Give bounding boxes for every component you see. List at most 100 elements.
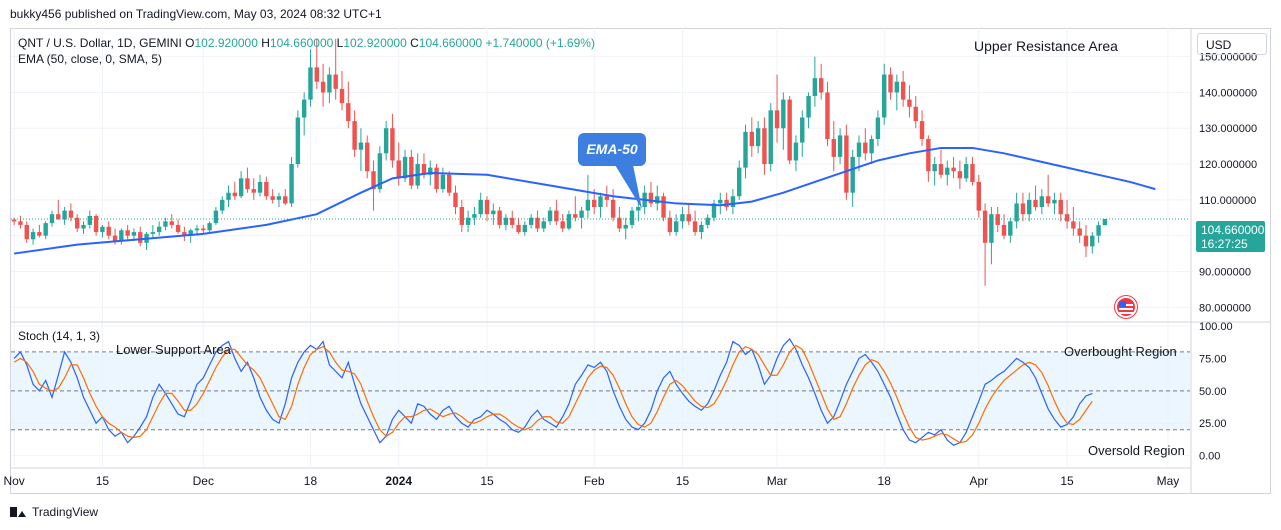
candle-body[interactable] [446, 174, 452, 193]
candle-body[interactable] [787, 99, 792, 161]
candle-body[interactable] [390, 128, 395, 161]
candle-body[interactable] [220, 199, 225, 211]
candle-body[interactable] [806, 96, 811, 118]
candle-body[interactable] [74, 217, 80, 229]
candle-body[interactable] [327, 74, 332, 93]
candle-body[interactable] [276, 196, 282, 200]
candle-body[interactable] [711, 203, 717, 218]
candle-body[interactable] [585, 199, 591, 211]
candle-body[interactable] [138, 232, 143, 243]
candle-body[interactable] [510, 217, 515, 225]
candle-body[interactable] [497, 210, 502, 225]
candle-body[interactable] [503, 217, 509, 225]
candle-body[interactable] [863, 142, 868, 154]
candle-body[interactable] [207, 223, 212, 231]
candle-body[interactable] [516, 224, 521, 233]
candle-body[interactable] [566, 214, 572, 229]
candle-body[interactable] [371, 171, 376, 190]
candle-body[interactable] [402, 156, 408, 179]
candle-body[interactable] [932, 164, 937, 172]
candle-body[interactable] [900, 81, 906, 100]
candle-body[interactable] [421, 164, 427, 175]
candle-body[interactable] [377, 153, 383, 190]
candle-body[interactable] [459, 207, 465, 225]
candle-body[interactable] [888, 74, 893, 93]
candle-body[interactable] [301, 99, 307, 118]
candle-body[interactable] [730, 196, 736, 208]
candle-body[interactable] [87, 215, 93, 225]
candle-body[interactable] [314, 67, 319, 82]
candle-body[interactable] [11, 219, 17, 222]
candle-body[interactable] [535, 217, 540, 229]
candle-body[interactable] [547, 210, 553, 222]
candle-body[interactable] [718, 199, 723, 204]
candle-body[interactable] [320, 81, 326, 93]
candle-body[interactable] [339, 88, 345, 104]
candle-body[interactable] [163, 221, 168, 227]
candle-body[interactable] [308, 67, 313, 100]
candle-body[interactable] [232, 192, 238, 197]
candle-body[interactable] [661, 196, 666, 218]
candle-body[interactable] [837, 135, 843, 157]
candle-body[interactable] [238, 178, 244, 197]
candle-body[interactable] [93, 215, 99, 233]
candle-body[interactable] [812, 78, 818, 97]
candle-body[interactable] [636, 207, 641, 211]
candle-body[interactable] [30, 232, 36, 240]
candle-body[interactable] [156, 226, 162, 233]
candle-body[interactable] [831, 138, 836, 157]
candle-body[interactable] [68, 210, 74, 218]
candle-body[interactable] [882, 74, 887, 118]
candle-body[interactable] [768, 110, 773, 165]
candle-body[interactable] [800, 117, 805, 143]
candle-body[interactable] [125, 230, 130, 236]
candle-body[interactable] [926, 138, 931, 172]
candle-body[interactable] [1058, 199, 1063, 215]
candle-body[interactable] [629, 210, 635, 225]
candle-body[interactable] [579, 210, 584, 218]
candle-body[interactable] [1027, 199, 1032, 215]
candle-body[interactable] [226, 192, 231, 200]
candle-body[interactable] [264, 181, 269, 197]
candle-body[interactable] [251, 189, 256, 193]
candle-body[interactable] [995, 214, 1000, 225]
candle-body[interactable] [491, 210, 496, 215]
candle-body[interactable] [724, 199, 729, 208]
candle-body[interactable] [736, 167, 742, 197]
candle-body[interactable] [1052, 199, 1057, 204]
candle-body[interactable] [81, 224, 86, 229]
candle-body[interactable] [49, 214, 55, 224]
candle-body[interactable] [755, 128, 761, 147]
candle-body[interactable] [346, 103, 351, 122]
candle-body[interactable] [409, 156, 414, 186]
candle-body[interactable] [194, 228, 200, 231]
candle-body[interactable] [913, 106, 918, 122]
candle-body[interactable] [1033, 199, 1038, 208]
candle-body[interactable] [894, 81, 900, 93]
candle-body[interactable] [982, 210, 988, 243]
candle-body[interactable] [951, 167, 956, 172]
candle-body[interactable] [919, 121, 925, 139]
candle-body[interactable] [245, 178, 250, 190]
ema-legend[interactable]: EMA (50, close, 0, SMA, 5) [18, 52, 163, 66]
candle-body[interactable] [270, 196, 275, 200]
candle-body[interactable] [573, 214, 578, 218]
candle-body[interactable] [976, 181, 981, 211]
ema-50-line[interactable] [14, 146, 1156, 255]
candle-body[interactable] [610, 199, 616, 218]
candle-body[interactable] [131, 232, 137, 236]
candle-body[interactable] [440, 174, 446, 190]
candle-body[interactable] [673, 221, 679, 233]
candle-body[interactable] [1096, 225, 1101, 236]
candle-body[interactable] [1083, 235, 1089, 247]
candle-body[interactable] [818, 78, 824, 93]
candle-body[interactable] [762, 128, 767, 165]
candle-body[interactable] [295, 117, 301, 165]
candle-body[interactable] [396, 160, 401, 179]
candle-body[interactable] [686, 214, 691, 222]
candle-body[interactable] [37, 232, 42, 236]
candle-body[interactable] [957, 171, 963, 179]
candle-body[interactable] [434, 167, 439, 190]
candle-body[interactable] [970, 164, 975, 182]
candle-body[interactable] [201, 228, 206, 231]
